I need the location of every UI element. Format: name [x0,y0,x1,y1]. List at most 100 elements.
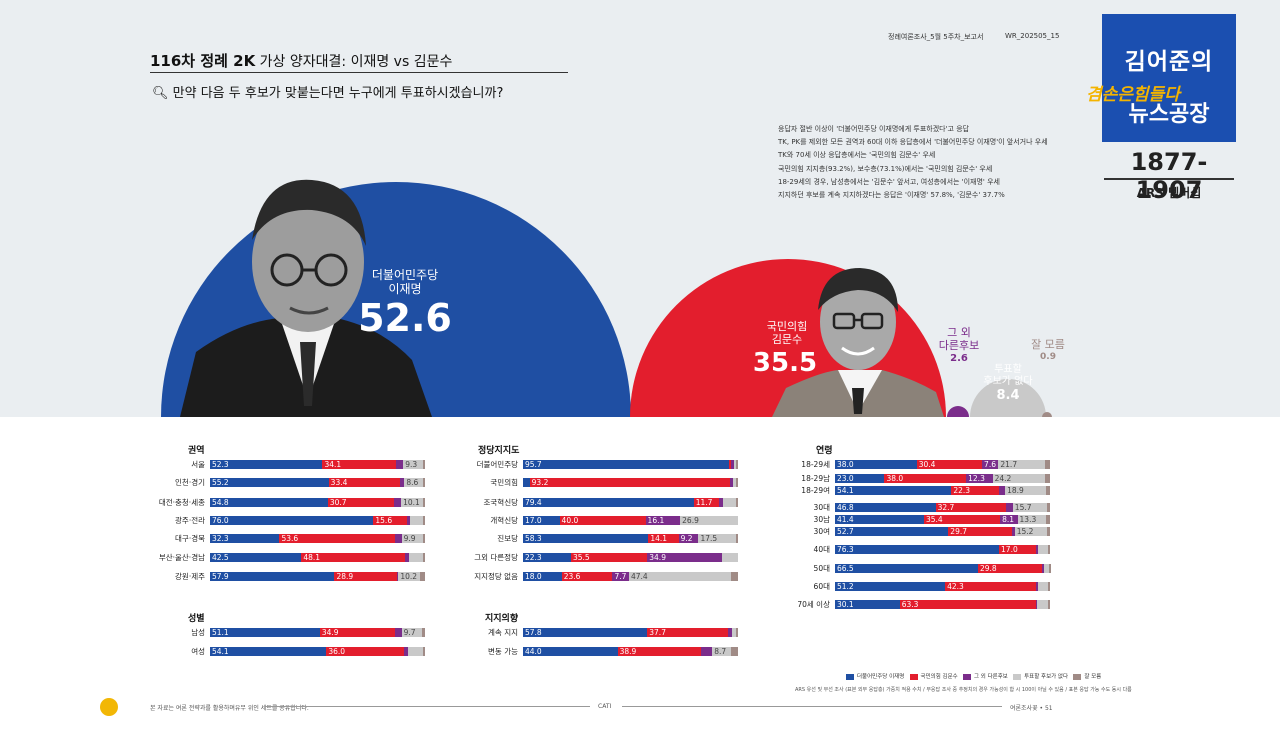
bar-segment-lee: 22.3 [523,553,571,562]
bar-segment-other [1005,503,1013,512]
note-line: 국민의힘 지지층(93.2%), 보수층(73.1%)에서는 '국민의힘 김문수… [778,164,993,173]
bar-segment-lee: 58.3 [523,534,649,543]
bar-segment-kim: 36.0 [326,647,404,656]
bar-segment-lee: 32.3 [210,534,280,543]
logo-line1: 김어준의 [1124,49,1214,75]
bar-segment-lee: 55.2 [210,478,329,487]
bar-segment-lee [523,478,530,487]
brand-flower-icon [100,698,118,716]
bar-segment-dk [422,478,425,487]
bar-segment-none: 15.2 [1014,527,1048,536]
bar-segment-other: 16.1 [645,516,681,525]
no-candidate-label: 투표할 후보가 없다 8.4 [972,364,1044,402]
bar-segment-lee: 95.7 [523,460,729,469]
row-label: 30여 [813,527,830,536]
bar-segment-dk [422,534,425,543]
row-label: 40대 [813,545,830,554]
bar-segment-kim: 34.9 [319,628,395,637]
bar-segment-kim: 30.4 [916,460,983,469]
bar-segment-kim: 48.1 [301,553,405,562]
other-label: 그 외 다른후보 2.6 [928,326,990,365]
bar-segment-none [734,460,737,469]
bar-segment-lee: 18.0 [523,572,562,581]
bar-segment-other: 7.7 [612,572,629,581]
group-title: 정당지지도 [478,446,520,456]
bar-segment-lee: 54.1 [835,486,952,495]
bar-segment-kim: 28.9 [334,572,397,581]
row-label: 조국혁신당 [483,498,519,507]
bar-segment-other [731,460,735,469]
legend-item: 그 외 다른후보 [962,673,1008,680]
group-title: 성별 [188,614,205,624]
bar-segment-dk [1048,564,1051,573]
row-label: 계속 지지 [488,628,518,637]
footer-rule-left [265,706,590,707]
dont-know-circle [1042,412,1052,417]
bar-segment-other: 12.3 [966,474,993,483]
lee-portrait [180,179,432,417]
row-label: 진보당 [497,534,518,543]
membership-years: 1877-1907 [1130,148,1208,204]
other-candidate-circle [947,406,969,417]
row-label: 남성 [191,628,205,637]
bar-segment-lee: 76.3 [835,545,1000,554]
bar-segment-none [733,478,737,487]
membership-label: ARS 멤버십 [1136,186,1202,200]
row-label: 여성 [191,647,205,656]
bar-segment-lee: 44.0 [523,647,618,656]
lee-party: 더불어민주당 [371,268,439,282]
footer-page: 여론조사꽃 • 51 [1010,705,1053,712]
bar-segment-dk [1044,474,1050,483]
row-label: 대전·충청·세종 [158,498,205,507]
kim-label: 국민의힘 김문수 [752,320,822,346]
bar-segment-none [732,628,737,637]
page-title: 116차 정례 2K 가상 양자대결: 이재명 vs 김문수 [150,52,453,70]
no-candidate-line1: 투표할 [994,364,1022,375]
row-label: 지지정당 없음 [474,572,518,581]
bar-segment-other [1012,527,1015,536]
bar-segment-kim: 37.7 [647,628,729,637]
bar-segment-dk [423,553,426,562]
row-label: 60대 [813,582,830,591]
dont-know-label: 잘 모름 0.9 [1026,338,1070,364]
legend-item: 더불어민주당 이재명 [846,673,904,680]
bar-segment-dk [1046,503,1050,512]
bar-segment-kim: 34.1 [322,460,396,469]
note-line: TK와 70세 이상 응답층에서는 '국민의힘 김문수' 우세 [778,151,936,160]
bar-segment-none: 9.7 [401,628,423,637]
bar-segment-other [393,498,402,507]
bar-segment-kim: 33.4 [328,478,401,487]
chart-legend: 더불어민주당 이재명 국민의힘 김문수 그 외 다른후보 투표할 후보가 없다 … [846,672,1101,680]
bar-segment-dk [1047,527,1050,536]
legend-item: 국민의힘 김문수 [909,673,958,680]
bar-segment-lee: 76.0 [210,516,374,525]
bar-segment-none: 21.7 [998,460,1046,469]
row-label: 강원·제주 [175,572,205,581]
bar-segment-lee: 30.1 [835,600,900,609]
search-icon: 🔍︎ [152,86,169,101]
bar-segment-dk [1048,582,1051,591]
years-divider [1104,178,1234,180]
bar-segment-other: 8.1 [1000,515,1018,524]
bar-segment-lee: 23.0 [835,474,885,483]
overall-result-chart [161,179,1052,417]
other-label-line2: 다른후보 [938,339,980,352]
bar-segment-dk [736,478,739,487]
bar-segment-other [728,628,733,637]
bar-segment-none [410,516,424,525]
bar-segment-lee: 51.2 [835,582,946,591]
bar-segment-other [400,478,405,487]
bar-segment-lee: 51.1 [210,628,320,637]
bar-segment-lee: 46.8 [835,503,936,512]
bar-segment-other [406,516,411,525]
note-line: TK, PK를 제외한 모든 권역과 60대 이하 응답층에서 '더불어민주당 … [778,138,1048,147]
dont-know-value: 0.9 [1040,352,1056,362]
bar-segment-none: 17.5 [698,534,737,543]
bar-segment-other [730,478,734,487]
footer-left: 본 자료는 여론 전략과를 활용하며유무 위인 세트를 공유합니다. [150,705,309,712]
row-label: 인천·경기 [175,478,205,487]
bar-segment-dk [422,498,425,507]
bar-segment-kim: 40.0 [559,516,646,525]
bar-segment-none: 9.9 [401,534,423,543]
footer-rule-right [622,706,1002,707]
